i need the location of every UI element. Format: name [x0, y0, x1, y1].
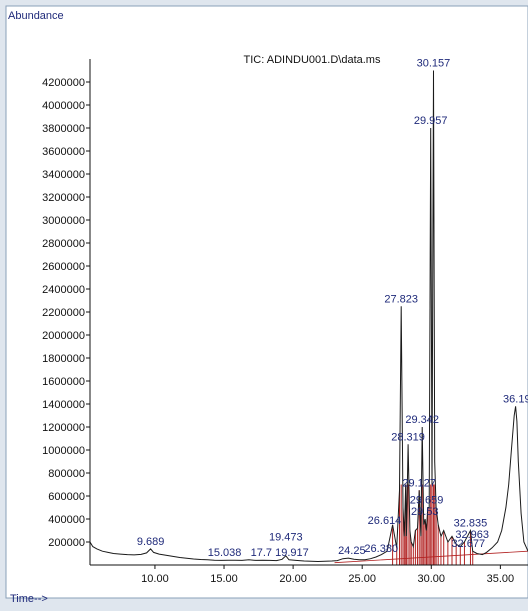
- y-tick-label: 1600000: [42, 376, 85, 388]
- peak-label: 9.689: [137, 536, 165, 548]
- peak-label: 29.342: [405, 414, 439, 426]
- x-tick-label: 20.00: [279, 573, 307, 585]
- y-tick-label: 4000000: [42, 100, 85, 112]
- y-tick-label: 1800000: [42, 353, 85, 365]
- y-tick-label: 1000000: [42, 445, 85, 457]
- peak-label: 32.835: [454, 518, 488, 530]
- y-tick-label: 2600000: [42, 261, 85, 273]
- y-tick-label: 2000000: [42, 330, 85, 342]
- y-axis-title: Abundance: [8, 10, 64, 22]
- y-tick-label: 4200000: [42, 77, 85, 89]
- peak-label: 29.53: [411, 506, 439, 518]
- y-tick-label: 2200000: [42, 307, 85, 319]
- peak-label: 19.473: [269, 531, 303, 543]
- x-tick-label: 10.00: [141, 573, 169, 585]
- x-tick-label: 15.00: [210, 573, 238, 585]
- peak-label: 29.957: [414, 115, 448, 127]
- peak-label: 29.659: [410, 495, 444, 507]
- chart-title: TIC: ADINDU001.D\data.ms: [244, 54, 381, 66]
- y-tick-label: 3800000: [42, 123, 85, 135]
- y-tick-label: 2800000: [42, 238, 85, 250]
- y-tick-label: 2400000: [42, 284, 85, 296]
- integration-baseline: [334, 550, 528, 564]
- tic-trace: [89, 70, 528, 563]
- peak-label: 26.380: [364, 543, 398, 555]
- x-tick-label: 25.00: [348, 573, 376, 585]
- peak-label: 19.917: [275, 547, 309, 559]
- peak-label: 30.157: [417, 58, 451, 70]
- y-tick-label: 1400000: [42, 399, 85, 411]
- integration-layer: [334, 484, 528, 565]
- peak-label: 32.677: [451, 538, 485, 550]
- x-tick-label: 35.00: [487, 573, 515, 585]
- y-tick-label: 800000: [48, 468, 85, 480]
- y-tick-label: 3400000: [42, 169, 85, 181]
- y-tick-label: 200000: [48, 537, 85, 549]
- peak-label: 29.127: [402, 477, 436, 489]
- x-tick-label: 30.00: [418, 573, 446, 585]
- peak-label: 26.614: [368, 515, 402, 527]
- peak-label: 17.7: [251, 547, 272, 559]
- axes-layer: 200000 400000 600000 800000 1000000 1200000 14…: [42, 59, 528, 585]
- peak-label: 28.319: [391, 431, 425, 443]
- y-tick-label: 3200000: [42, 192, 85, 204]
- plot-frame: [5, 5, 528, 599]
- y-tick-label: 400000: [48, 514, 85, 526]
- peak-label: 24.25: [338, 545, 366, 557]
- y-tick-label: 1200000: [42, 422, 85, 434]
- y-tick-label: 3600000: [42, 146, 85, 158]
- y-tick-label: 600000: [48, 491, 85, 503]
- y-tick-label: 3000000: [42, 215, 85, 227]
- peak-label: 27.823: [384, 293, 418, 305]
- peak-label: 15.038: [208, 547, 242, 559]
- peak-label: 36.19: [503, 393, 528, 405]
- x-axis-title: Time-->: [10, 593, 48, 605]
- peak-label: 32.963: [455, 529, 489, 541]
